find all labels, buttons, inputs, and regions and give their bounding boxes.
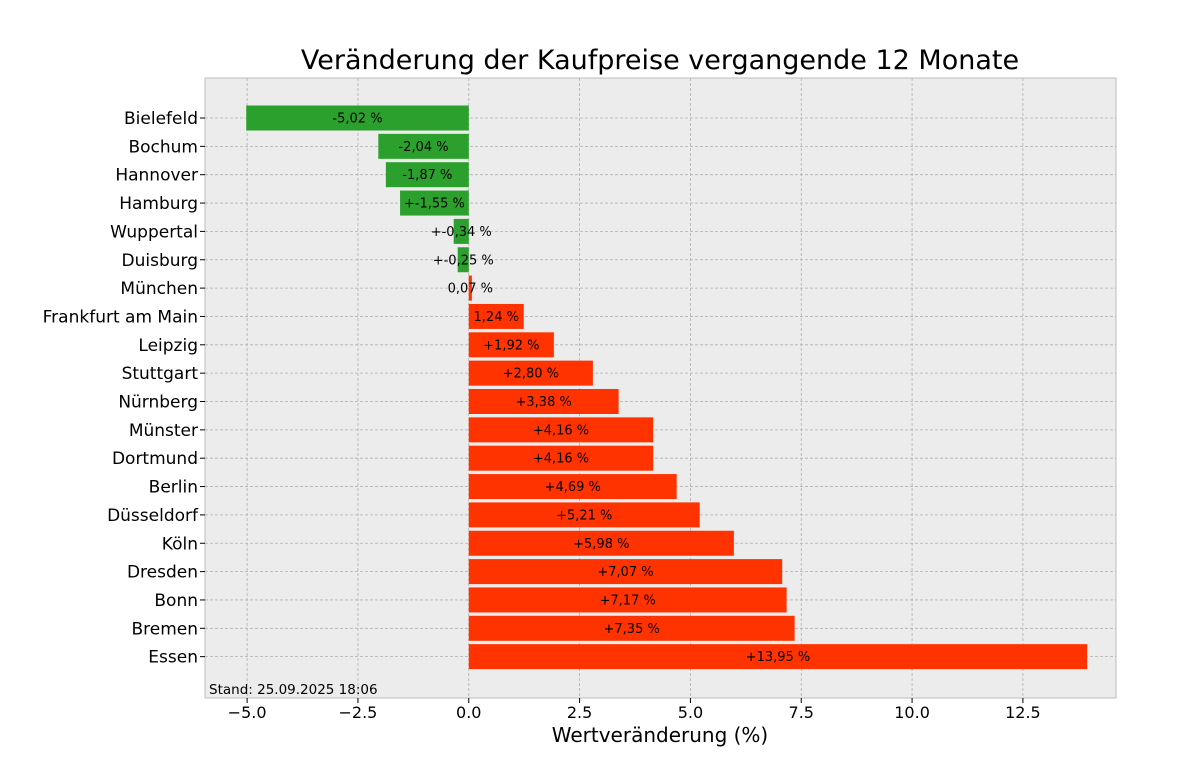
category-label: Dortmund [112,449,198,469]
bar [468,644,1088,670]
data-label: +3,38 % [516,395,572,410]
data-label: +7,35 % [604,622,660,637]
x-tick-label: 12.5 [1005,703,1041,722]
bar [468,615,795,641]
data-label: +5,98 % [573,537,629,552]
bar [457,247,469,273]
data-label: +-1,55 % [404,197,465,212]
category-label: München [120,279,198,299]
category-label: Leipzig [138,336,198,356]
category-label: Essen [148,648,198,668]
data-label: 0,07 % [448,282,493,297]
data-label: +2,80 % [503,367,559,382]
bar [468,332,554,358]
data-label: -5,02 % [332,112,382,127]
x-axis-label: Wertveränderung (%) [552,723,769,747]
bar [468,587,787,613]
category-label: Münster [129,421,198,441]
category-label: Dresden [127,563,198,583]
bar [468,417,654,443]
y-axis: Bielefeld Bochum Hannover Hamburg Wuppertal D… [43,109,205,668]
category-label: Stuttgart [122,364,199,384]
category-label: Bonn [154,591,198,611]
category-label: Duisburg [122,251,199,271]
bar [468,530,734,556]
category-label: Wuppertal [110,222,198,242]
category-label: Düsseldorf [107,506,199,526]
category-label: Hannover [115,166,198,186]
x-tick-label: 10.0 [894,703,930,722]
data-label: +4,69 % [545,480,601,495]
bars-layer [246,105,1088,670]
data-label: +1,92 % [483,338,539,353]
data-label: +4,16 % [533,423,589,438]
category-label: Berlin [149,478,198,498]
chart-title: Veränderung der Kaufpreise vergangende 1… [301,45,1019,76]
x-axis: −5.0 −2.5 0.0 2.5 5.0 7.5 10.0 12.5 [228,698,1041,722]
x-tick-label: 0.0 [456,703,481,722]
x-tick-label: 7.5 [789,703,814,722]
bar [468,445,654,471]
data-label: -2,04 % [398,140,448,155]
bar [468,360,593,386]
data-label: +-0,34 % [431,225,492,240]
category-label: Hamburg [119,194,198,214]
category-label: Bielefeld [124,109,198,129]
x-tick-label: 5.0 [678,703,703,722]
bar [400,190,469,216]
data-label: +7,17 % [600,593,656,608]
data-label: +7,07 % [597,565,653,580]
data-label: 1,24 % [474,310,519,325]
bar [246,105,469,131]
bar [468,474,677,500]
bar [453,218,469,244]
data-label: -1,87 % [402,168,452,183]
x-tick-label: 2.5 [567,703,592,722]
category-label: Nürnberg [118,393,198,413]
data-label: +-0,25 % [433,253,494,268]
bar [468,559,783,585]
x-tick-label: −5.0 [228,703,267,722]
category-label: Bremen [131,619,198,639]
bar [378,133,469,159]
data-label: +5,21 % [556,508,612,523]
data-label: +4,16 % [533,452,589,467]
x-tick-label: −2.5 [339,703,378,722]
bar-labels-layer: -5,02 % -2,04 % -1,87 % +-1,55 % +-0,34 % +-0… [332,112,810,666]
bar [468,502,700,528]
category-label: Köln [162,534,198,554]
category-label: Bochum [128,137,198,157]
bar [468,275,472,301]
bar [468,389,619,414]
bar [468,303,524,329]
bar [385,162,469,188]
data-label: +13,95 % [746,650,811,665]
category-label: Frankfurt am Main [43,307,198,327]
timestamp-note: Stand: 25.09.2025 18:06 [209,682,378,698]
